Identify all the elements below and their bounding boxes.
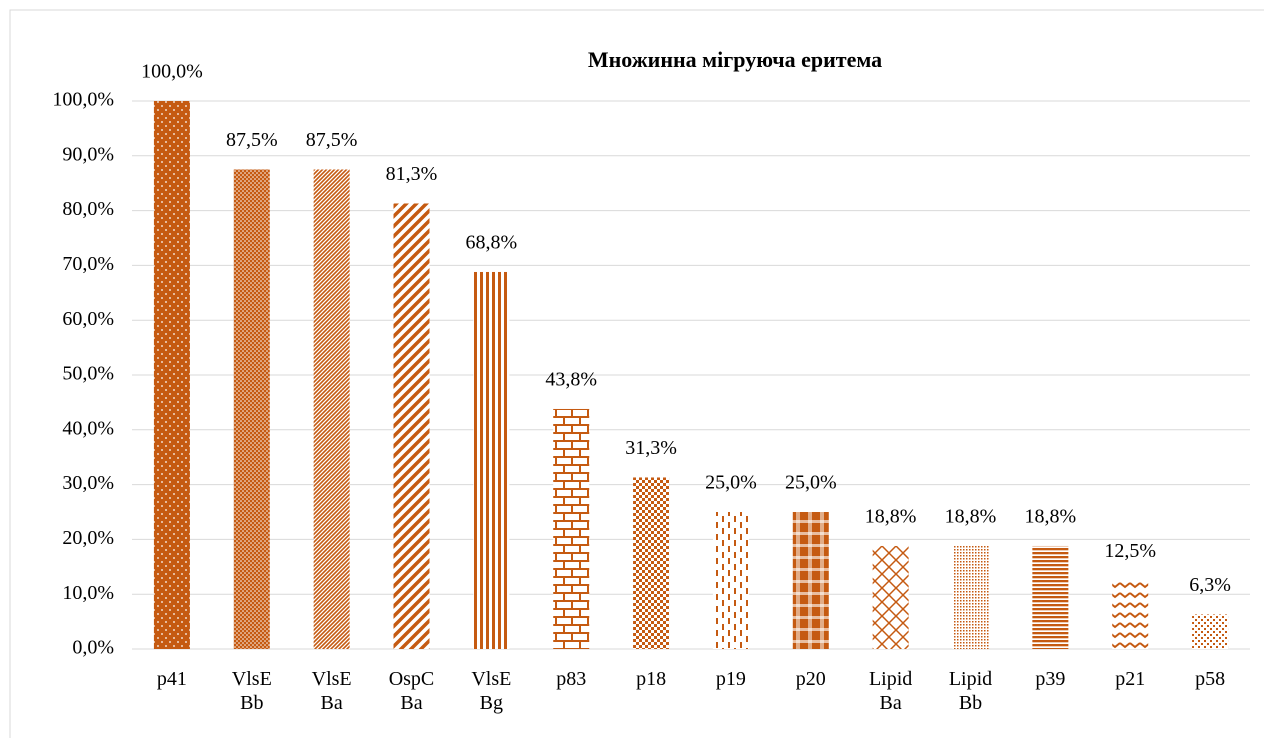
y-tick-label: 80,0% bbox=[62, 198, 114, 220]
x-tick-label: p21 bbox=[1115, 668, 1146, 690]
y-tick-label: 100,0% bbox=[52, 89, 114, 111]
bar bbox=[473, 271, 510, 649]
x-tick-label: p19 bbox=[715, 668, 746, 690]
x-tick-label: VlsE Bb bbox=[231, 668, 272, 714]
x-tick-label: p18 bbox=[636, 668, 667, 690]
x-tick-label: p83 bbox=[556, 668, 587, 690]
y-tick-label: 50,0% bbox=[62, 363, 114, 385]
data-label: 87,5% bbox=[226, 129, 278, 151]
chart-border bbox=[9, 9, 1264, 738]
data-label: 43,8% bbox=[545, 369, 597, 391]
bar bbox=[153, 101, 190, 649]
y-tick-label: 40,0% bbox=[62, 417, 114, 439]
x-tick-label: p58 bbox=[1195, 668, 1226, 690]
data-label: 25,0% bbox=[785, 472, 837, 494]
y-tick-label: 20,0% bbox=[62, 527, 114, 549]
chart-title: Множинна мігруюча еритема bbox=[588, 47, 882, 72]
data-label: 87,5% bbox=[306, 129, 358, 151]
bar bbox=[233, 169, 270, 649]
data-label: 12,5% bbox=[1104, 540, 1156, 562]
x-tick-label: p41 bbox=[156, 668, 187, 690]
data-label: 18,8% bbox=[945, 506, 997, 528]
bar bbox=[1032, 545, 1069, 649]
data-label: 18,8% bbox=[1025, 506, 1077, 528]
data-label: 81,3% bbox=[386, 163, 438, 185]
x-tick-label: Lipid Bb bbox=[948, 668, 993, 714]
data-label: 100,0% bbox=[141, 61, 203, 83]
y-tick-label: 70,0% bbox=[62, 253, 114, 275]
y-tick-label: 10,0% bbox=[62, 582, 114, 604]
x-tick-label: Lipid Ba bbox=[868, 668, 913, 714]
bar bbox=[1112, 580, 1149, 649]
x-tick-label: OspC Ba bbox=[388, 668, 435, 714]
bar bbox=[952, 545, 989, 649]
bar bbox=[313, 169, 350, 649]
y-tick-label: 60,0% bbox=[62, 308, 114, 330]
y-tick-label: 30,0% bbox=[62, 472, 114, 494]
x-tick-label: p39 bbox=[1035, 668, 1066, 690]
bar bbox=[393, 203, 430, 649]
bar bbox=[792, 512, 829, 649]
x-tick-label: VlsE Bg bbox=[471, 668, 512, 714]
bar bbox=[712, 512, 749, 649]
bar bbox=[1192, 614, 1229, 649]
x-tick-label: VlsE Ba bbox=[311, 668, 352, 714]
y-tick-label: 0,0% bbox=[72, 637, 114, 659]
data-label: 6,3% bbox=[1189, 574, 1231, 596]
bar bbox=[553, 408, 590, 649]
data-label: 25,0% bbox=[705, 472, 757, 494]
bar bbox=[872, 545, 909, 649]
data-label: 31,3% bbox=[625, 437, 677, 459]
x-tick-label: p20 bbox=[795, 668, 826, 690]
data-label: 68,8% bbox=[466, 232, 518, 254]
y-tick-label: 90,0% bbox=[62, 143, 114, 165]
bar bbox=[633, 477, 670, 649]
data-label: 18,8% bbox=[865, 506, 917, 528]
